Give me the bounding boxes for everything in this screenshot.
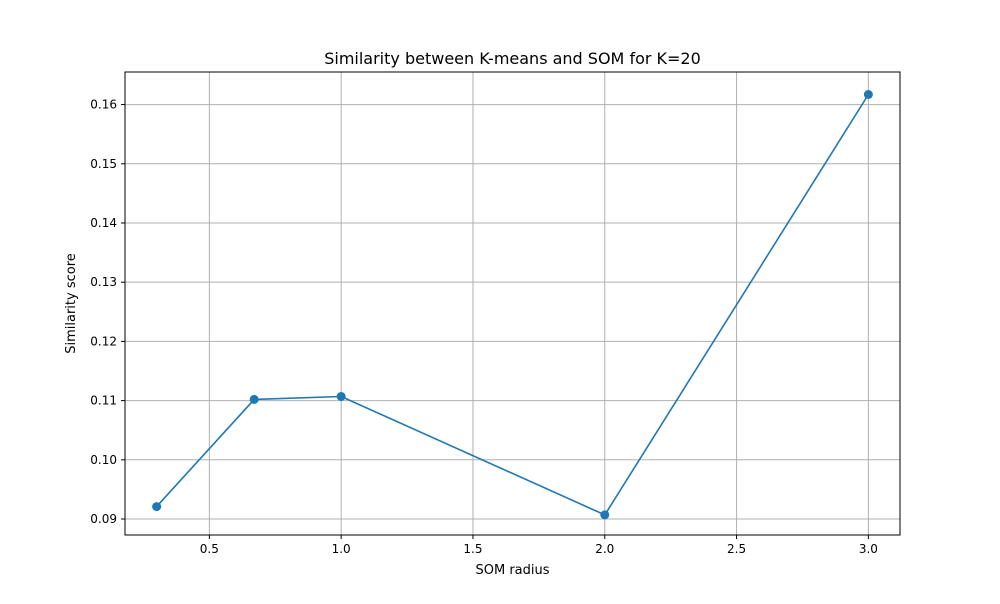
data-point: [152, 502, 162, 512]
plot-frame: [124, 71, 901, 536]
tick-layer: 0.5 1.0 1.5 2.0 2.5 3.0 0.09 0.10 0.11 0.12 0.13 0.…: [90, 98, 878, 556]
y-tick-label: 0.11: [90, 394, 117, 408]
x-axis-label: SOM radius: [475, 563, 549, 578]
y-tick-label: 0.14: [90, 216, 117, 230]
grid-layer: [125, 72, 900, 535]
y-tick-label: 0.16: [90, 98, 117, 112]
data-point: [600, 510, 610, 520]
y-tick-label: 0.15: [90, 157, 117, 171]
x-tick-label: 0.5: [200, 542, 219, 556]
x-tick-label: 2.5: [727, 542, 746, 556]
x-tick-label: 3.0: [859, 542, 878, 556]
x-tick-label: 2.0: [595, 542, 614, 556]
chart-title: Similarity between K-means and SOM for K…: [324, 49, 701, 68]
x-tick-label: 1.5: [463, 542, 482, 556]
y-tick-label: 0.10: [90, 453, 117, 467]
data-point: [863, 89, 873, 99]
y-tick-label: 0.13: [90, 275, 117, 289]
y-tick-label: 0.12: [90, 334, 117, 348]
x-tick-label: 1.0: [332, 542, 351, 556]
data-point: [336, 391, 346, 401]
y-tick-label: 0.09: [90, 512, 117, 526]
series-layer: [152, 89, 873, 520]
y-axis-label: Similarity score: [64, 253, 79, 354]
data-point: [249, 394, 259, 404]
